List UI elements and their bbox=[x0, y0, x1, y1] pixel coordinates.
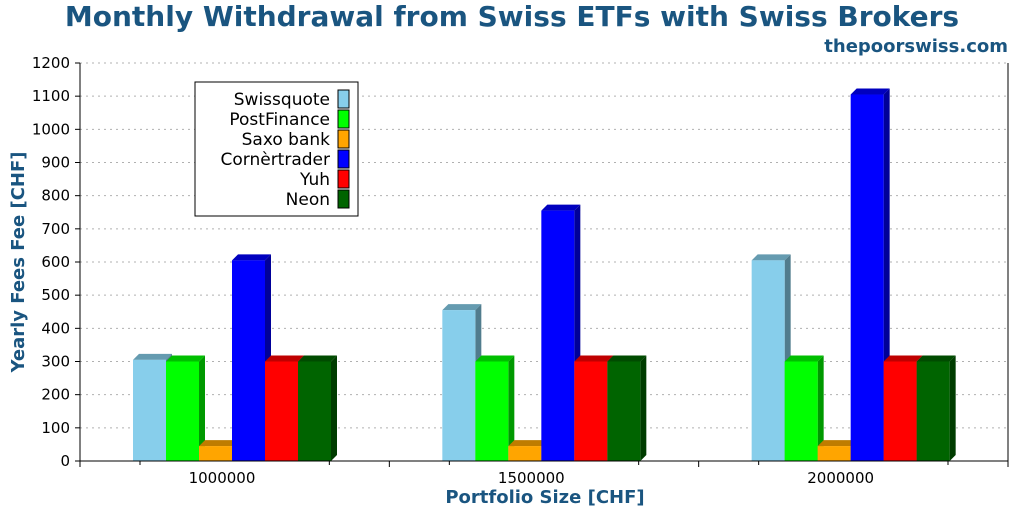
bar bbox=[298, 355, 337, 461]
bar-front bbox=[232, 260, 265, 461]
bar-top bbox=[817, 440, 857, 447]
y-tick-label: 0 bbox=[60, 452, 70, 470]
bar-top bbox=[442, 304, 482, 311]
bar-front bbox=[916, 361, 950, 461]
bar-front bbox=[574, 361, 608, 461]
bar-front bbox=[265, 361, 298, 461]
y-tick-label: 300 bbox=[41, 353, 70, 371]
bar-front bbox=[133, 359, 166, 461]
legend-swatch bbox=[337, 169, 350, 189]
y-tick-label: 100 bbox=[41, 419, 70, 437]
legend-swatch bbox=[337, 189, 350, 209]
bar-top bbox=[508, 440, 548, 447]
y-tick-label: 1000 bbox=[32, 120, 70, 138]
bar-front bbox=[751, 260, 785, 461]
legend-swatch bbox=[337, 89, 350, 109]
bar bbox=[607, 355, 647, 461]
bar-top bbox=[199, 440, 238, 447]
bar-front bbox=[475, 361, 509, 461]
bar-top bbox=[883, 355, 923, 362]
legend-swatch bbox=[337, 109, 350, 129]
chart-subtitle: thepoorswiss.com bbox=[824, 36, 1008, 57]
y-tick-label: 1200 bbox=[32, 54, 70, 72]
bar bbox=[166, 355, 205, 461]
bars bbox=[133, 88, 956, 461]
y-tick-label: 700 bbox=[41, 220, 70, 238]
bar-front bbox=[883, 361, 917, 461]
bar-side bbox=[508, 355, 515, 461]
bar-front bbox=[850, 94, 884, 461]
bar-side bbox=[331, 355, 337, 461]
bar-front bbox=[298, 361, 331, 461]
bar-front bbox=[199, 446, 232, 461]
bar-front bbox=[784, 361, 818, 461]
legend-label: Swissquote bbox=[234, 90, 330, 110]
axes: 0 100 200 300 400 500 600 700 800 900 1000 1100 1200… bbox=[32, 54, 1009, 487]
legend-label: Cornèrtrader bbox=[221, 150, 331, 170]
x-tick-label: 2000000 bbox=[807, 469, 874, 487]
legend-label: Saxo bank bbox=[242, 130, 331, 150]
legend-swatch bbox=[337, 129, 350, 149]
bar-front bbox=[442, 310, 476, 461]
bar-top bbox=[475, 355, 515, 362]
legend-swatch bbox=[337, 149, 350, 169]
y-tick-label: 900 bbox=[41, 154, 70, 172]
bar-front bbox=[166, 361, 199, 461]
bar-top bbox=[574, 355, 614, 362]
bar bbox=[916, 355, 956, 461]
legend-box bbox=[194, 81, 359, 217]
chart-title: Monthly Withdrawal from Swiss ETFs with … bbox=[65, 0, 959, 33]
bar-front bbox=[541, 210, 575, 461]
x-tick-label: 1000000 bbox=[189, 469, 256, 487]
y-tick-label: 200 bbox=[41, 386, 70, 404]
bar bbox=[199, 440, 238, 461]
bar-top bbox=[133, 353, 172, 360]
bar-side bbox=[640, 355, 647, 461]
bar-top bbox=[607, 355, 647, 362]
y-tick-label: 400 bbox=[41, 319, 70, 337]
bar-top bbox=[850, 88, 890, 95]
y-tick-label: 500 bbox=[41, 286, 70, 304]
y-axis-title: Yearly Fees Fee [CHF] bbox=[8, 151, 29, 373]
bar-top bbox=[784, 355, 824, 362]
bar-side bbox=[949, 355, 956, 461]
bar bbox=[784, 355, 824, 461]
bar-top bbox=[166, 355, 205, 362]
bar-front bbox=[607, 361, 641, 461]
y-tick-label: 1100 bbox=[32, 87, 70, 105]
legend-label: PostFinance bbox=[229, 110, 330, 130]
bar bbox=[574, 355, 614, 461]
y-tick-label: 800 bbox=[41, 187, 70, 205]
bar-top bbox=[751, 254, 791, 261]
bar-top bbox=[298, 355, 337, 362]
legend-label: Neon bbox=[286, 190, 330, 210]
bar-front bbox=[508, 446, 542, 461]
bar-top bbox=[232, 254, 271, 261]
bar bbox=[475, 355, 515, 461]
x-axis-title: Portfolio Size [CHF] bbox=[445, 487, 644, 508]
bar-top bbox=[916, 355, 956, 362]
y-tick-label: 600 bbox=[41, 253, 70, 271]
bar bbox=[751, 254, 791, 461]
bar-side bbox=[817, 355, 824, 461]
bar bbox=[442, 304, 482, 461]
bar-top bbox=[265, 355, 304, 362]
bar-side bbox=[199, 355, 205, 461]
legend-label: Yuh bbox=[299, 170, 330, 190]
x-tick-label: 1500000 bbox=[498, 469, 565, 487]
bar-top bbox=[541, 204, 581, 211]
bar-front bbox=[817, 446, 851, 461]
